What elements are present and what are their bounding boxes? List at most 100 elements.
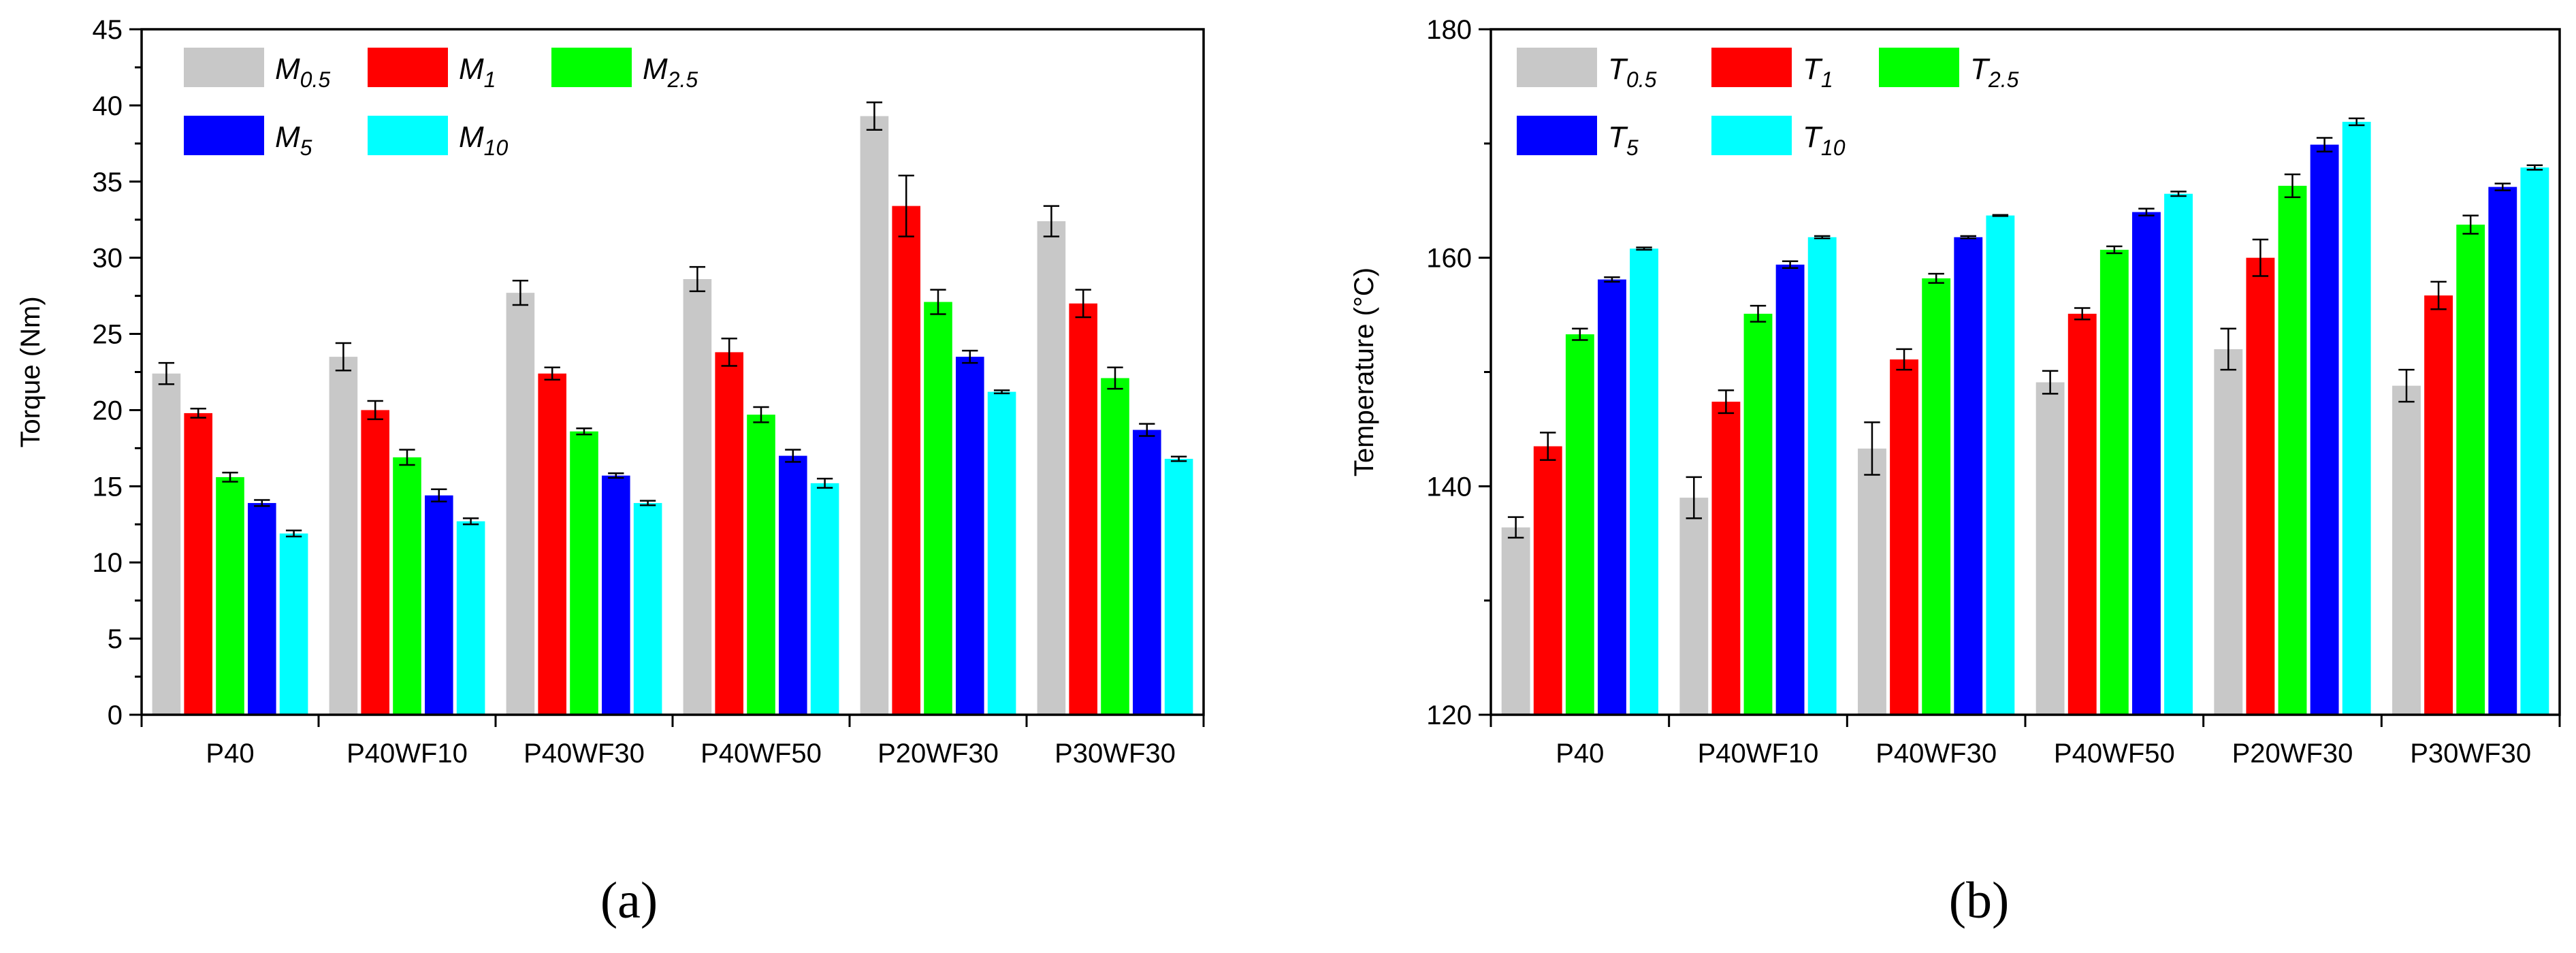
bar xyxy=(2246,257,2275,715)
x-tick-label: P30WF30 xyxy=(1054,739,1176,769)
bar xyxy=(2310,144,2339,715)
x-tick-label: P40WF30 xyxy=(1875,739,1997,769)
bar xyxy=(2067,313,2097,715)
legend-swatch xyxy=(1879,48,1959,87)
bar xyxy=(361,410,389,715)
legend-label: T10 xyxy=(1803,120,1846,160)
bar xyxy=(860,116,889,715)
x-tick-label: P40 xyxy=(206,739,254,769)
bar xyxy=(279,533,308,715)
bar xyxy=(1037,221,1066,715)
bar xyxy=(987,391,1016,715)
bar xyxy=(1565,334,1594,715)
bar xyxy=(2392,385,2421,715)
legend-swatch xyxy=(1711,116,1792,155)
y-tick-label: 5 xyxy=(108,624,123,654)
legend-swatch xyxy=(184,48,264,87)
legend-label: M0.5 xyxy=(275,52,330,92)
bar xyxy=(329,357,358,715)
y-tick-label: 10 xyxy=(93,548,123,578)
y-tick-label: 160 xyxy=(1426,244,1472,274)
bar xyxy=(2099,249,2129,715)
bar xyxy=(747,415,775,715)
y-tick-label: 15 xyxy=(93,472,123,502)
bar xyxy=(683,278,712,715)
legend-swatch xyxy=(368,48,448,87)
bar xyxy=(506,293,535,715)
y-tick-label: 35 xyxy=(93,167,123,197)
x-tick-label: P30WF30 xyxy=(2410,739,2531,769)
legend-swatch xyxy=(1517,48,1597,87)
bar xyxy=(152,373,181,715)
y-tick-label: 120 xyxy=(1426,700,1472,730)
y-tick-label: 20 xyxy=(93,395,123,425)
bar xyxy=(1986,215,2015,715)
bar xyxy=(2520,167,2549,715)
bar xyxy=(892,206,920,715)
bar xyxy=(2456,224,2485,715)
y-tick-label: 45 xyxy=(93,15,123,45)
bar xyxy=(1775,264,1805,715)
bar xyxy=(956,357,984,715)
bar xyxy=(2132,212,2161,715)
bar xyxy=(1069,303,1097,715)
bar xyxy=(1501,527,1530,715)
bar xyxy=(1711,402,1741,715)
bar xyxy=(538,373,566,715)
legend-label: M2.5 xyxy=(643,52,698,92)
legend-swatch xyxy=(1711,48,1792,87)
bar xyxy=(1679,498,1709,715)
legend-swatch xyxy=(184,116,264,155)
y-tick-label: 40 xyxy=(93,91,123,121)
bar xyxy=(779,455,807,715)
y-axis-label: Temperature (°C) xyxy=(1349,268,1379,476)
bar xyxy=(1533,446,1562,715)
y-tick-label: 30 xyxy=(93,244,123,274)
x-tick-label: P20WF30 xyxy=(878,739,999,769)
legend-label: M5 xyxy=(275,120,312,160)
y-tick-label: 25 xyxy=(93,320,123,350)
x-tick-label: P40WF50 xyxy=(701,739,822,769)
temperature-chart: 120 140 160 180 P40 P40WF10 P40WF30 P40WF50 P20W… xyxy=(1349,15,2561,769)
x-tick-label: P40WF10 xyxy=(347,739,468,769)
bar xyxy=(715,352,743,715)
y-tick-label: 180 xyxy=(1426,15,1472,45)
bar xyxy=(924,302,952,715)
legend-label: M10 xyxy=(459,120,508,160)
legend-swatch xyxy=(551,48,632,87)
bar xyxy=(2342,121,2371,715)
bar xyxy=(2424,295,2453,715)
legend-swatch xyxy=(368,116,448,155)
bar xyxy=(810,483,839,715)
bar xyxy=(1807,237,1837,715)
legend: T0.5 T1 T2.5 T5 T10 xyxy=(1517,48,2019,160)
bar xyxy=(393,457,421,715)
legend: M0.5 M1 M2.5 M5 M10 xyxy=(184,48,698,160)
panel-b-caption: (b) xyxy=(1949,872,2010,929)
bar xyxy=(602,475,630,715)
x-tick-label: P40WF10 xyxy=(1698,739,1819,769)
panel-a-caption: (a) xyxy=(600,872,658,929)
legend-label: M1 xyxy=(459,52,496,92)
bar xyxy=(425,495,453,715)
legend-label: T1 xyxy=(1803,52,1833,92)
bar xyxy=(216,476,244,715)
bar xyxy=(570,431,598,715)
x-tick-label: P40WF30 xyxy=(524,739,645,769)
x-tick-label: P40WF50 xyxy=(2054,739,2175,769)
bar xyxy=(1890,359,1918,715)
y-tick-label: 0 xyxy=(108,700,123,730)
bar xyxy=(1133,430,1161,715)
bar xyxy=(1164,459,1193,715)
legend-label: T2.5 xyxy=(1970,52,2019,92)
y-axis-label: Torque (Nm) xyxy=(16,296,46,447)
legend-label: T5 xyxy=(1608,120,1639,160)
bar xyxy=(1101,378,1129,715)
bar xyxy=(2278,185,2307,715)
bar xyxy=(1858,448,1886,715)
bar xyxy=(184,413,212,715)
bar xyxy=(1743,313,1773,715)
bar xyxy=(2488,187,2517,715)
legend-label: T0.5 xyxy=(1608,52,1657,92)
